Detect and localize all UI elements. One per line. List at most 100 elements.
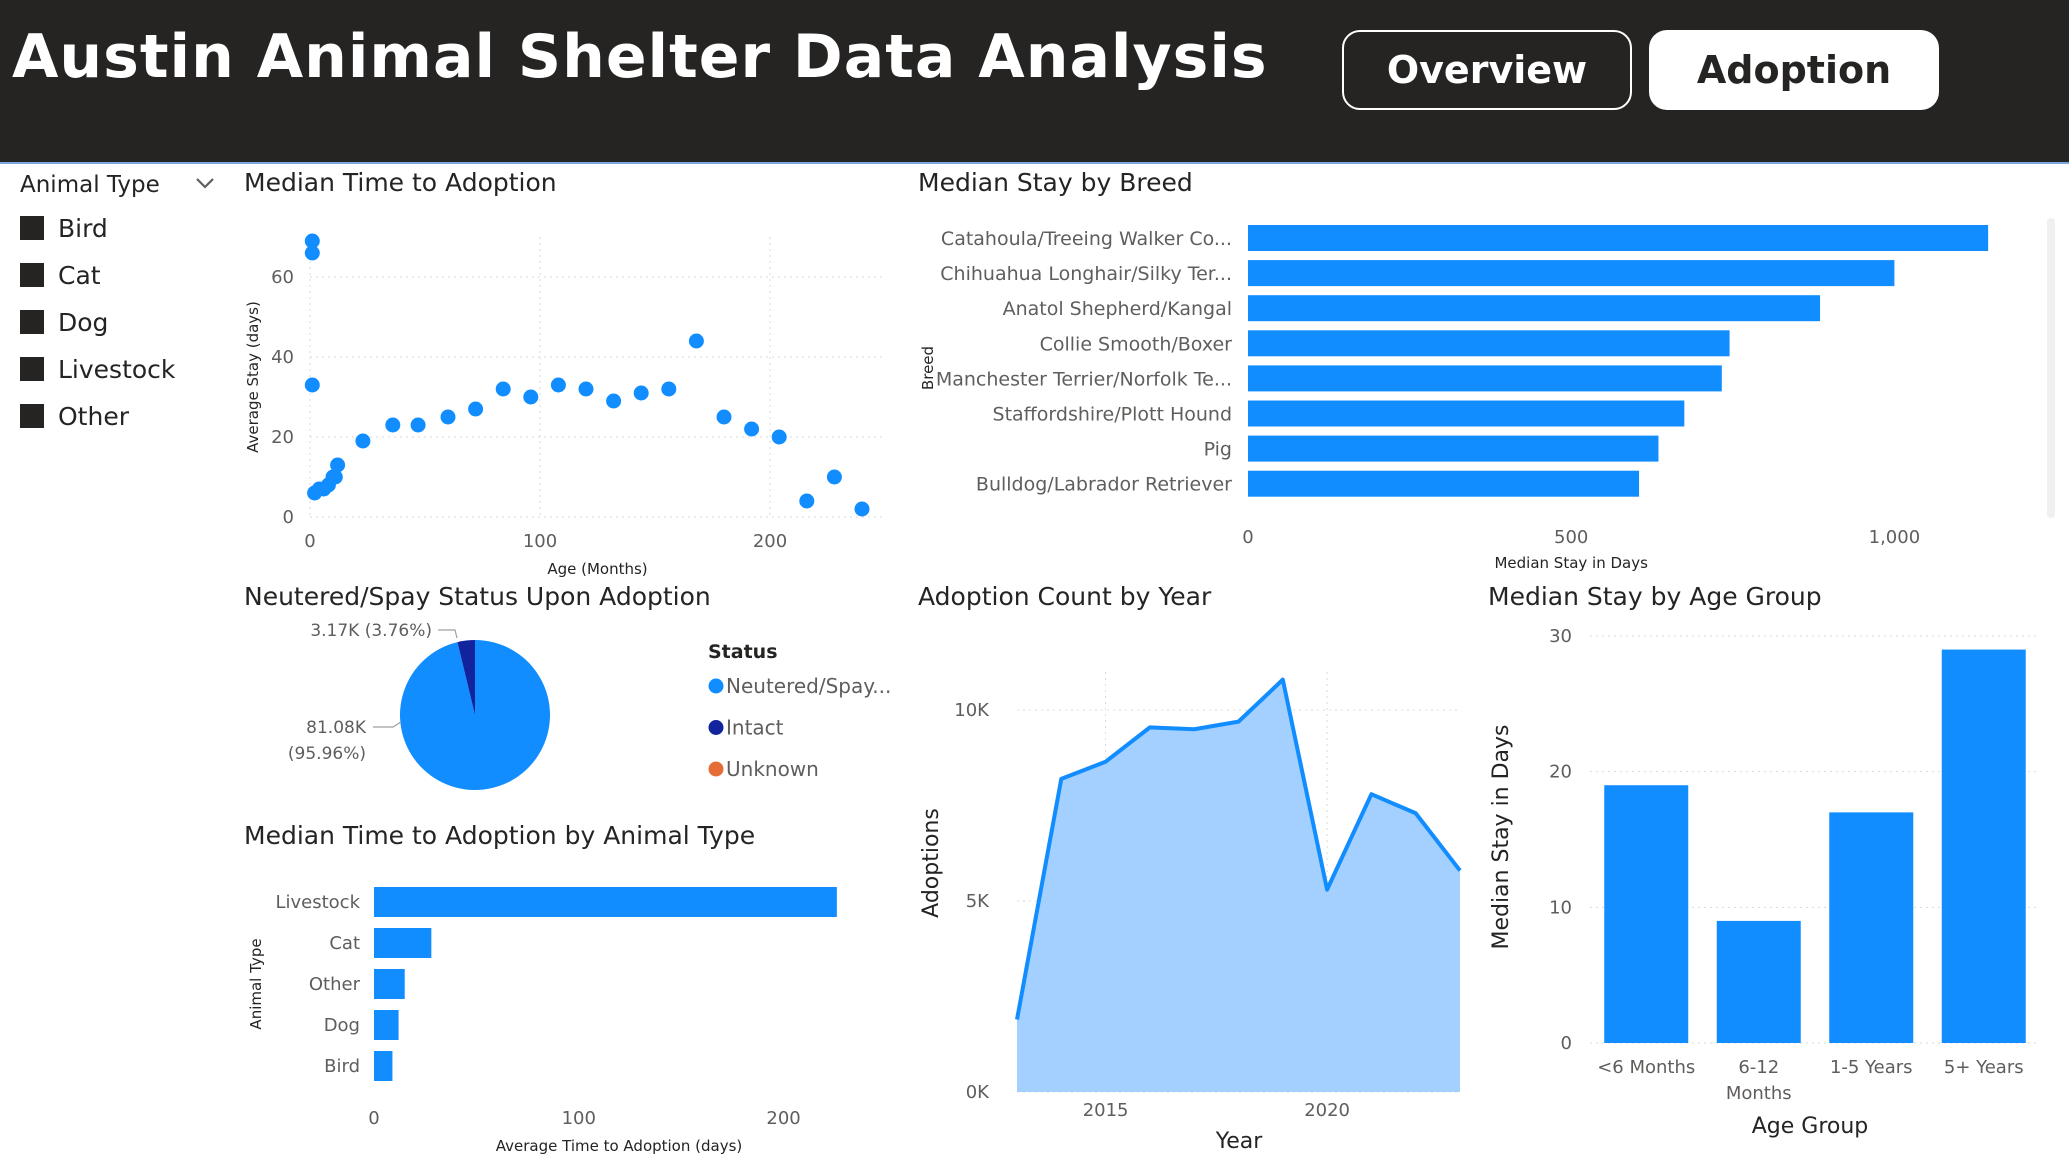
leader-line <box>438 629 458 639</box>
x-tick-label: 100 <box>562 1108 596 1129</box>
bar-category-label: Chihuahua Longhair/Silky Ter... <box>940 263 1232 285</box>
scatter-point <box>799 493 815 509</box>
x-tick-label: 2015 <box>1083 1100 1129 1121</box>
bar <box>1829 812 1914 1043</box>
age-group-chart-title: Median Stay by Age Group <box>1488 582 1822 611</box>
y-tick-label: 30 <box>1549 626 1572 647</box>
x-tick-label: 5+ Years <box>1944 1057 2024 1078</box>
bar-category-label: Livestock <box>275 892 360 913</box>
x-axis-title: Age (Months) <box>547 560 647 578</box>
checkbox[interactable] <box>20 263 44 287</box>
slicer-item-label: Dog <box>58 307 109 337</box>
y-tick-label: 0 <box>1561 1033 1572 1054</box>
animal-type-chart-title: Median Time to Adoption by Animal Type <box>244 821 756 850</box>
bar-category-label: Cat <box>329 933 360 954</box>
x-axis-title: Year <box>1215 1129 1264 1154</box>
slicer-item-other[interactable]: Other <box>20 399 129 433</box>
bar <box>1248 295 1821 322</box>
overview-button[interactable]: Overview <box>1342 30 1632 110</box>
y-tick-label: 20 <box>271 427 294 448</box>
x-axis-title: Age Group <box>1752 1114 1869 1139</box>
scatter-chart: 0 20 40 60 0 100 200 Age (Months) Average Stay (… <box>244 233 885 578</box>
y-tick-label: 10 <box>1549 897 1572 918</box>
bar <box>1941 649 2026 1043</box>
bar-category-label: Pig <box>1204 439 1232 461</box>
status-pie-chart: 3.17K (3.76%) 81.08K (95.96%) Status Neutere… <box>288 621 891 790</box>
x-axis-title: Median Stay in Days <box>1494 554 1648 572</box>
y-tick-label: 0 <box>283 507 294 528</box>
x-tick-label: 0 <box>304 531 315 552</box>
scatter-point <box>495 381 511 397</box>
scatter-chart-title: Median Time to Adoption <box>244 168 557 197</box>
legend-marker <box>708 761 724 777</box>
legend-marker <box>708 720 724 735</box>
legend-item-label: Neutered/Spay... <box>726 674 891 698</box>
chevron-down-icon[interactable] <box>190 168 220 198</box>
animal-type-bar-chart: Livestock Cat Other Dog Bird 0 100 200 Average T… <box>247 887 837 1155</box>
scatter-point <box>385 417 401 433</box>
slicer-item-dog[interactable]: Dog <box>20 305 108 339</box>
bar-category-label: Catahoula/Treeing Walker Co... <box>941 228 1232 250</box>
x-tick-label: <6 Months <box>1597 1057 1695 1078</box>
pie-data-label: 3.17K (3.76%) <box>310 621 432 641</box>
slicer-item-label: Other <box>58 401 129 431</box>
bar <box>1248 365 1722 392</box>
bar <box>1248 330 1730 357</box>
scatter-point <box>304 233 320 249</box>
area-fill <box>1017 679 1460 1092</box>
age-group-bar-chart: 0 10 20 30 <6 Months 6-12 Months 1-5 Years 5+ Ye… <box>1489 626 2040 1139</box>
scatter-point <box>716 409 732 425</box>
bar <box>1248 225 1989 251</box>
y-tick-label: 5K <box>966 891 990 912</box>
bar <box>374 887 837 917</box>
x-tick-label: 500 <box>1554 527 1588 548</box>
y-axis-title: Adoptions <box>919 808 944 918</box>
y-axis-title: Breed <box>919 346 937 390</box>
slicer-item-livestock[interactable]: Livestock <box>20 352 175 386</box>
page-title: Austin Animal Shelter Data Analysis <box>12 22 1268 92</box>
slicer-item-bird[interactable]: Bird <box>20 211 108 245</box>
scatter-point <box>304 245 320 261</box>
y-tick-label: 10K <box>954 700 990 721</box>
y-tick-label: 20 <box>1549 762 1572 783</box>
pie-data-label: 81.08K <box>306 718 367 738</box>
y-axis-title: Median Stay in Days <box>1489 724 1514 949</box>
legend-marker <box>708 678 724 694</box>
y-tick-label: 60 <box>271 267 294 288</box>
checkbox[interactable] <box>20 404 44 428</box>
bar-category-label: Collie Smooth/Boxer <box>1040 333 1233 355</box>
x-tick-label: 6-12 <box>1738 1057 1779 1078</box>
bar-category-label: Other <box>309 974 361 995</box>
bar <box>374 969 405 999</box>
y-axis-title: Animal Type <box>247 938 265 1029</box>
scatter-point <box>550 377 566 393</box>
y-tick-label: 40 <box>271 347 294 368</box>
scatter-point <box>304 377 320 393</box>
slicer-item-label: Livestock <box>58 354 176 384</box>
bar <box>374 1010 399 1040</box>
x-tick-label: 0 <box>368 1108 379 1129</box>
checkbox[interactable] <box>20 357 44 381</box>
slicer-item-label: Cat <box>58 260 101 290</box>
adoption-button[interactable]: Adoption <box>1649 30 1939 110</box>
checkbox[interactable] <box>20 310 44 334</box>
scatter-point <box>854 501 870 517</box>
year-chart-title: Adoption Count by Year <box>918 582 1212 611</box>
bar-category-label: Manchester Terrier/Norfolk Te... <box>936 368 1232 390</box>
checkbox[interactable] <box>20 216 44 240</box>
bar <box>1248 470 1640 497</box>
scatter-point <box>688 333 704 349</box>
slicer-item-cat[interactable]: Cat <box>20 258 101 292</box>
area-line <box>1015 677 1462 1020</box>
slicer-item-label: Bird <box>58 213 108 243</box>
scatter-point <box>633 385 649 401</box>
scatter-point <box>661 381 677 397</box>
x-tick-label: 200 <box>766 1108 800 1129</box>
bar <box>374 1051 393 1081</box>
leader-line <box>373 721 402 728</box>
scatter-point <box>468 401 484 417</box>
scatter-point <box>327 469 343 485</box>
x-tick-label: Months <box>1726 1083 1792 1104</box>
x-tick-label: 1,000 <box>1869 527 1921 548</box>
breed-chart-scrollbar[interactable] <box>2047 218 2055 518</box>
